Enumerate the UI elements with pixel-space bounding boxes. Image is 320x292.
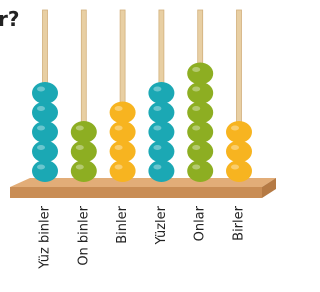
bead-shine — [153, 145, 161, 150]
bead-shine — [115, 165, 123, 170]
bead — [148, 121, 174, 143]
bead-body — [226, 160, 252, 182]
bead — [148, 82, 174, 104]
rod-label: Birler — [232, 205, 247, 240]
bead — [110, 121, 136, 143]
beads — [32, 63, 252, 183]
bead — [187, 82, 213, 104]
bead-body — [148, 82, 174, 104]
bead — [110, 141, 136, 163]
bead-shine — [37, 145, 45, 150]
bead-shine — [37, 106, 45, 111]
bead — [32, 121, 58, 143]
bead-shine — [231, 165, 239, 170]
bead-body — [148, 102, 174, 124]
bead — [32, 82, 58, 104]
labels: Yüz binler On binler Binler Yüzler Onlar Birl… — [38, 205, 247, 269]
bead — [148, 102, 174, 124]
bead-shine — [192, 106, 200, 111]
bead-body — [148, 160, 174, 182]
bead-shine — [76, 145, 84, 150]
bead-shine — [115, 106, 123, 111]
bead-body — [187, 121, 213, 143]
bead-shine — [192, 145, 200, 150]
bead — [187, 141, 213, 163]
bead — [32, 141, 58, 163]
bead — [187, 102, 213, 124]
bead — [187, 121, 213, 143]
bead-shine — [231, 126, 239, 131]
bead — [187, 160, 213, 182]
rod-label: Yüz binler — [38, 205, 53, 269]
bead-shine — [76, 165, 84, 170]
bead-body — [187, 141, 213, 163]
bead-body — [226, 141, 252, 163]
bead — [32, 102, 58, 124]
bead-shine — [37, 87, 45, 92]
bead-shine — [153, 165, 161, 170]
board-front — [10, 187, 262, 198]
bead — [226, 141, 252, 163]
bead — [32, 160, 58, 182]
bead — [110, 160, 136, 182]
bead-body — [32, 121, 58, 143]
bead-body — [32, 82, 58, 104]
bead-body — [71, 121, 97, 143]
bead — [226, 160, 252, 182]
bead-body — [148, 121, 174, 143]
rod-label: On binler — [76, 205, 91, 265]
bead — [226, 121, 252, 143]
bead-body — [32, 141, 58, 163]
bead-shine — [76, 126, 84, 131]
bead — [187, 63, 213, 85]
bead-body — [71, 160, 97, 182]
bead-body — [110, 102, 136, 124]
bead-body — [187, 160, 213, 182]
bead — [71, 141, 97, 163]
bead-shine — [192, 126, 200, 131]
abacus-figure: r? Yüz binler On binler Binler Yüzler Onlar B… — [0, 0, 279, 292]
bead-body — [148, 141, 174, 163]
bead — [148, 160, 174, 182]
bead-shine — [192, 165, 200, 170]
bead-shine — [192, 67, 200, 72]
bead-body — [187, 102, 213, 124]
bead — [148, 141, 174, 163]
bead-body — [71, 141, 97, 163]
bead-shine — [37, 126, 45, 131]
bead-body — [32, 102, 58, 124]
bead-body — [226, 121, 252, 143]
bead — [110, 102, 136, 124]
bead — [71, 160, 97, 182]
bead-shine — [192, 87, 200, 92]
bead-shine — [153, 126, 161, 131]
bead-body — [110, 160, 136, 182]
rod-label: Onlar — [193, 205, 208, 241]
bead-shine — [153, 87, 161, 92]
bead-shine — [153, 106, 161, 111]
bead-shine — [115, 126, 123, 131]
rod-label: Binler — [115, 205, 130, 243]
question-fragment: r? — [0, 7, 19, 31]
bead-body — [110, 141, 136, 163]
bead-shine — [231, 145, 239, 150]
bead — [71, 121, 97, 143]
bead-shine — [37, 165, 45, 170]
bead-body — [32, 160, 58, 182]
bead-shine — [115, 145, 123, 150]
bead-body — [187, 63, 213, 85]
bead-body — [110, 121, 136, 143]
rod-label: Yüzler — [154, 205, 169, 245]
bead-body — [187, 82, 213, 104]
